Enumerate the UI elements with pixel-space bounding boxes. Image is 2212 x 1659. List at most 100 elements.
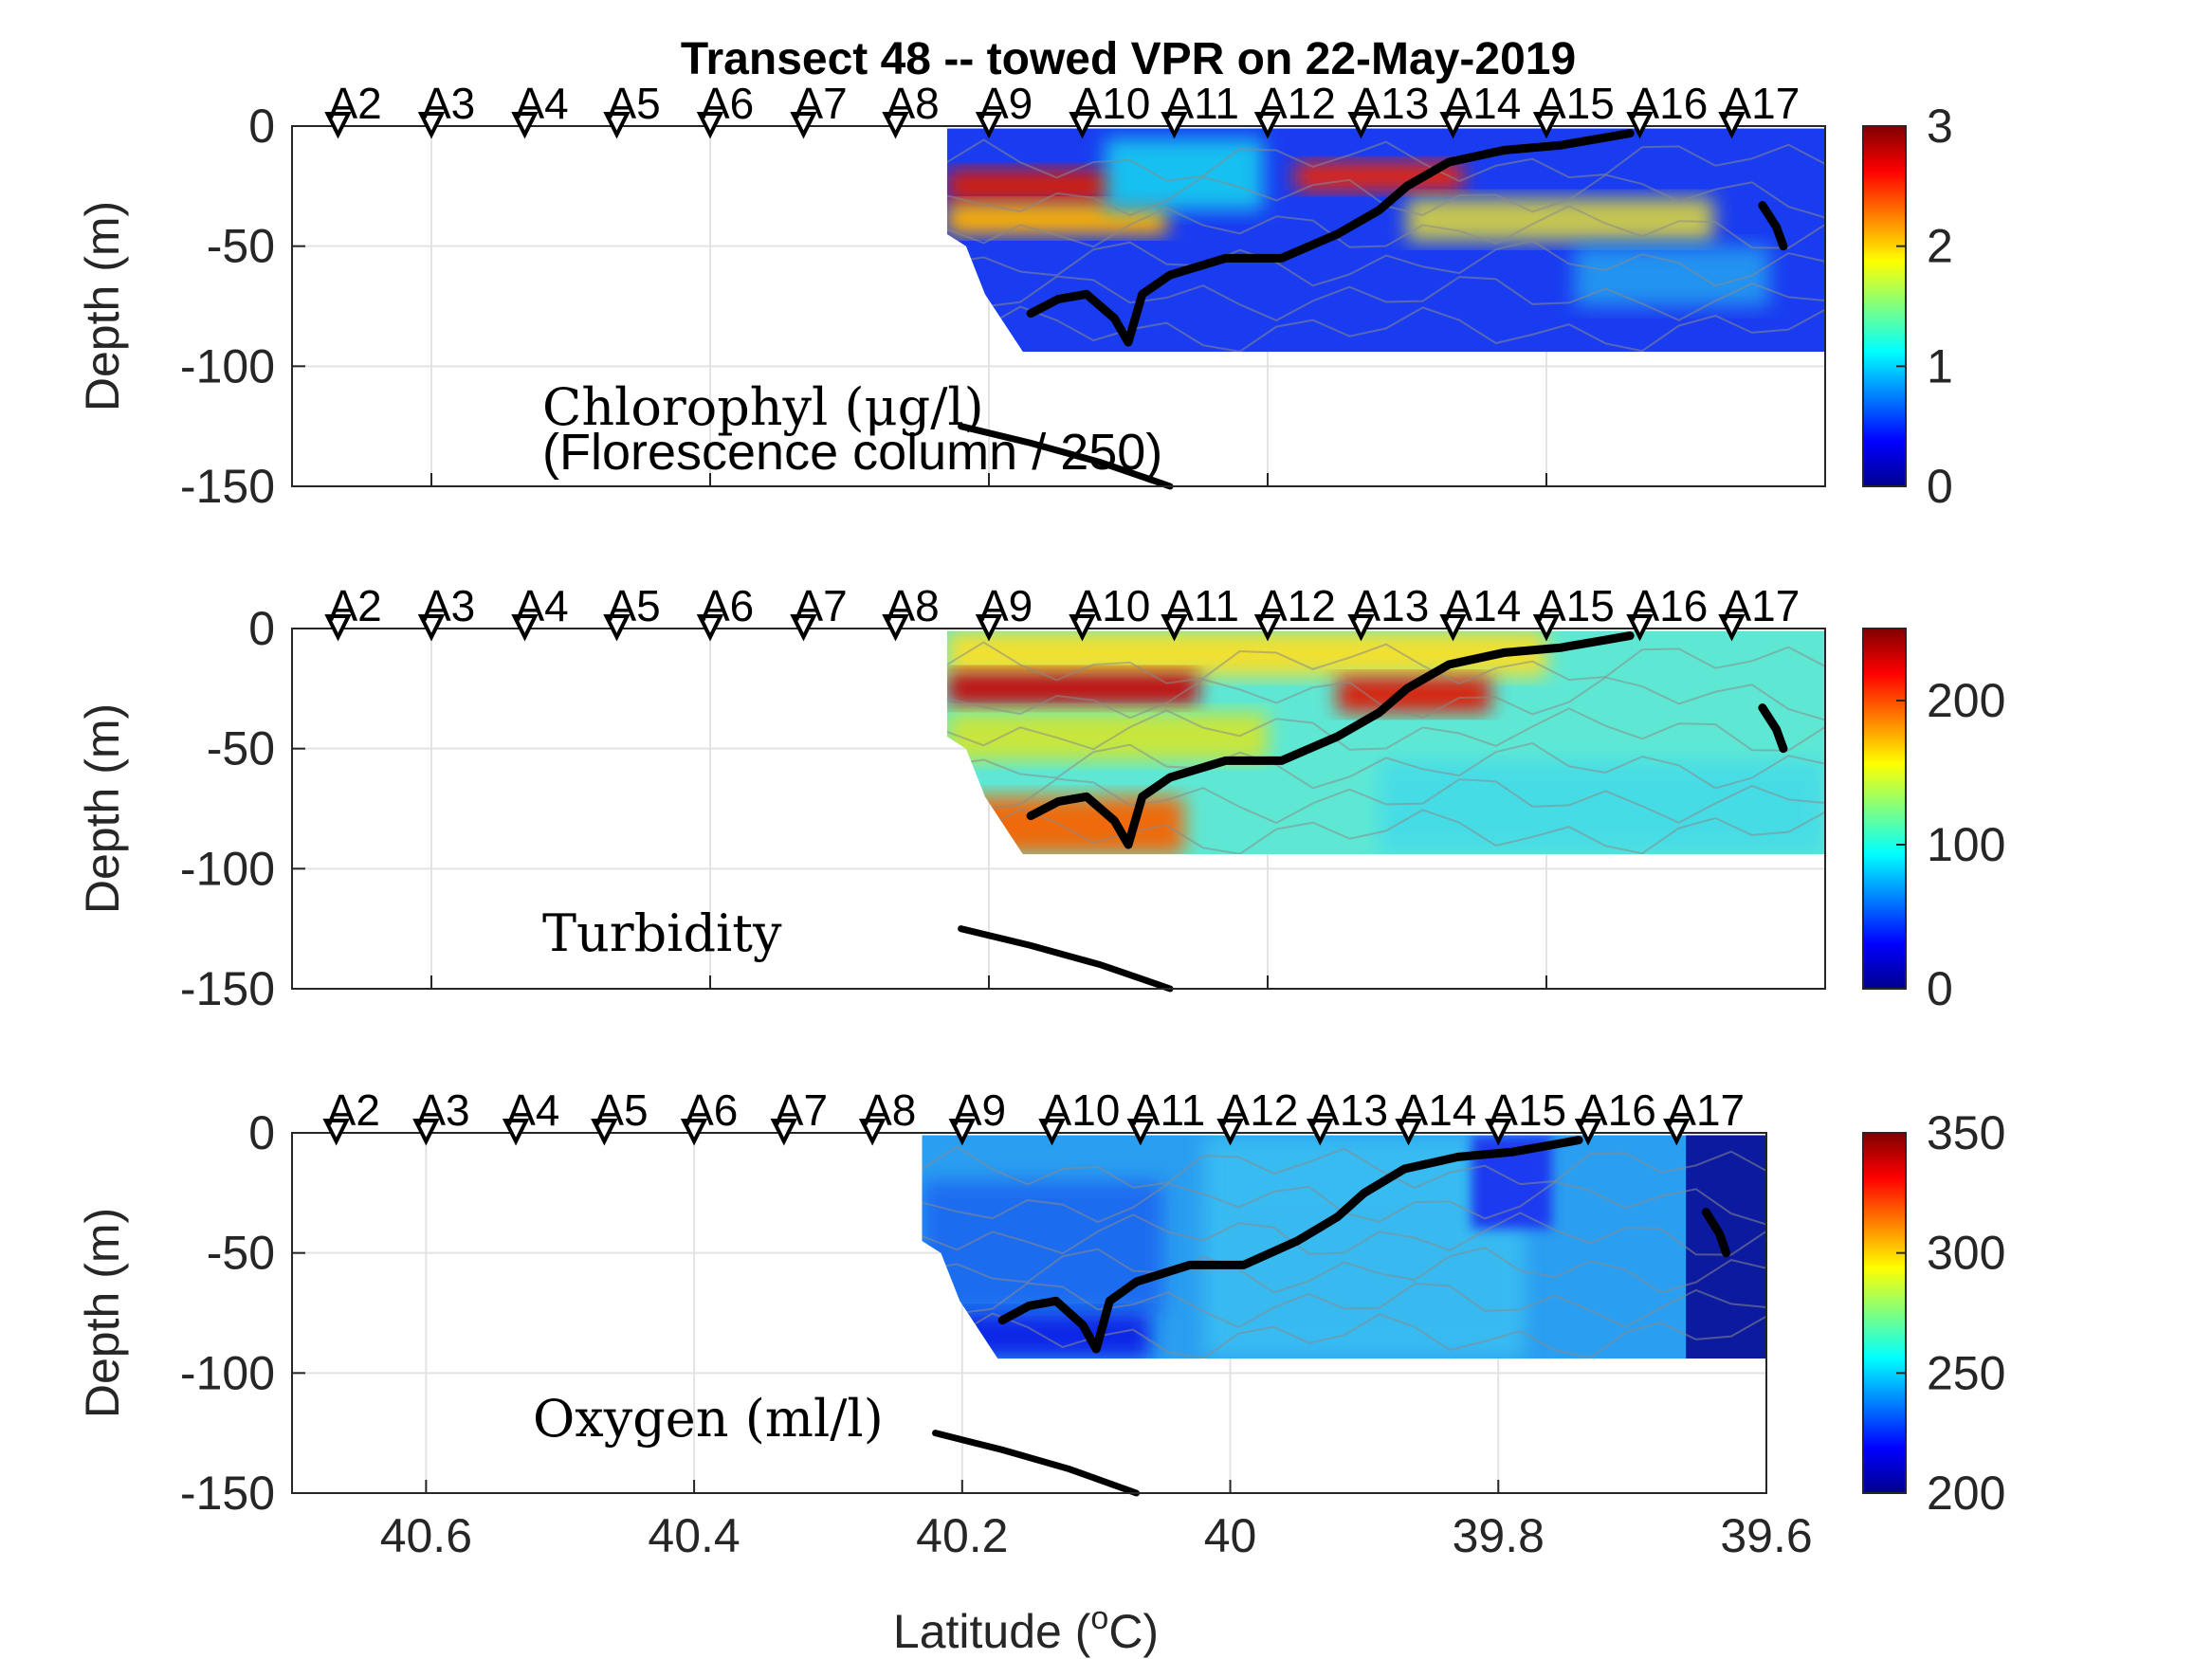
heatmap-cells-2 [946, 630, 1825, 855]
x-tick-label-4: 39.8 [1453, 1509, 1545, 1562]
heat-band-b [946, 671, 1198, 706]
colorbar-tick-label-1: 2 [1927, 220, 1953, 273]
station-marker-a13 [1347, 614, 1375, 642]
y-axis-label: Depth (m) [76, 1208, 129, 1418]
column-profile-2 [958, 925, 1174, 993]
contour-5 [922, 1312, 1766, 1359]
heat-bloom-f [1574, 246, 1770, 306]
contour-4 [946, 777, 1825, 825]
station-label-a16: A16 [1579, 1085, 1656, 1135]
axes-box-1 [291, 125, 1826, 487]
station-marker-a16 [1574, 1119, 1602, 1146]
contour-2 [922, 1212, 1766, 1256]
y-tick-label-1: -50 [207, 1227, 275, 1280]
panel-2: 0 -50 -100 -150 Depth (m) A2 A3 A4 A5 A6 A7 A8 A9 A10… [76, 581, 2005, 1015]
station-label-a3: A3 [416, 1085, 469, 1135]
contour-0 [922, 1145, 1766, 1190]
station-label-a16: A16 [1630, 79, 1708, 128]
station-label-a14: A14 [1444, 79, 1522, 128]
contour-4 [946, 275, 1825, 322]
station-marker-a10 [1069, 112, 1096, 139]
station-marker-a16 [1626, 112, 1654, 139]
station-label-a11: A11 [1165, 79, 1239, 128]
station-label-a3: A3 [422, 79, 475, 128]
y-tick-label-0: 0 [248, 100, 275, 153]
station-label-a15: A15 [1537, 79, 1615, 128]
station-label-a10: A10 [1072, 581, 1150, 630]
station-marker-a14 [1439, 614, 1467, 642]
heat-band-d [946, 712, 1268, 761]
y-tick-label-3: -150 [180, 1467, 275, 1520]
tow-path-2 [1026, 631, 1635, 849]
station-label-a10: A10 [1072, 79, 1150, 128]
station-marker-a12 [1253, 112, 1282, 139]
station-label-a16: A16 [1630, 581, 1708, 630]
station-label-a5: A5 [594, 1085, 648, 1135]
tow-path-1 [1026, 129, 1635, 347]
x-tick-label-0: 40.6 [380, 1509, 472, 1562]
y-axis-label: Depth (m) [76, 703, 129, 914]
station-label-a17: A17 [1667, 1085, 1745, 1135]
station-label-a13: A13 [1351, 79, 1429, 128]
colorbar-1 [1862, 125, 1907, 487]
y-tick-label-1: -50 [207, 220, 275, 273]
station-marker-a7 [770, 1119, 798, 1146]
station-label-a11: A11 [1131, 1085, 1205, 1135]
station-label-a7: A7 [794, 79, 847, 128]
station-marker-a3 [417, 614, 446, 642]
contour-4 [922, 1282, 1766, 1329]
station-label-a7: A7 [775, 1085, 828, 1135]
heatmap-field-2 [946, 630, 1825, 855]
y-axis-label: Depth (m) [76, 201, 129, 411]
tow-path-segment-1 [1758, 201, 1788, 251]
station-label-a15: A15 [1537, 581, 1615, 630]
station-marker-a14 [1439, 112, 1467, 139]
station-label-a17: A17 [1723, 581, 1801, 630]
tow-path-3 [997, 1136, 1583, 1354]
station-label-a9: A9 [953, 1085, 1006, 1135]
y-tick-label-3: -150 [180, 460, 275, 513]
y-tick-label-2: -100 [180, 1346, 275, 1399]
station-label-a6: A6 [701, 79, 754, 128]
column-profile-3 [932, 1430, 1141, 1497]
station-marker-a11 [1126, 1119, 1155, 1146]
station-label-a17: A17 [1723, 79, 1801, 128]
x-axis-label-main: Latitude ( [893, 1605, 1091, 1658]
heatmap-cells-3 [922, 1135, 1766, 1359]
contour-5 [946, 808, 1825, 855]
axes-box-2 [291, 628, 1826, 990]
x-tick-label-1: 40.4 [648, 1509, 740, 1562]
colorbar-tick-label-0: 350 [1927, 1106, 2005, 1159]
station-label-a12: A12 [1258, 79, 1336, 128]
x-axis-label-superscript: o [1090, 1600, 1108, 1636]
station-label-a4: A4 [506, 1085, 559, 1135]
x-tick-label-5: 39.6 [1720, 1509, 1812, 1562]
station-marker-a10 [1069, 614, 1096, 642]
station-label-a8: A8 [887, 79, 940, 128]
station-label-a2: A2 [329, 79, 382, 128]
tow-path-segment-2 [1758, 703, 1788, 754]
station-label-a4: A4 [515, 581, 568, 630]
station-label-a15: A15 [1489, 1085, 1566, 1135]
station-marker-a13 [1307, 1119, 1334, 1146]
station-label-a5: A5 [608, 581, 661, 630]
axes-box-3 [291, 1132, 1767, 1494]
station-label-a10: A10 [1043, 1085, 1121, 1135]
station-marker-a17 [1663, 1119, 1691, 1146]
station-label-a5: A5 [608, 79, 661, 128]
station-marker-a9 [975, 112, 1003, 139]
station-label-a7: A7 [794, 581, 847, 630]
panel-annotation-2: (Florescence column / 250) [542, 424, 1162, 481]
station-marker-a17 [1718, 112, 1746, 139]
heat-band-b [922, 1313, 1150, 1359]
station-label-a9: A9 [979, 79, 1033, 128]
station-label-a4: A4 [515, 79, 568, 128]
contour-3 [946, 239, 1825, 287]
colorbar-tick-label-1: 100 [1927, 818, 2005, 871]
station-label-a12: A12 [1221, 1085, 1299, 1135]
station-marker-a5 [603, 614, 631, 642]
y-tick-label-1: -50 [207, 722, 275, 775]
station-marker-a2 [322, 1119, 350, 1146]
station-marker-a16 [1626, 614, 1654, 642]
